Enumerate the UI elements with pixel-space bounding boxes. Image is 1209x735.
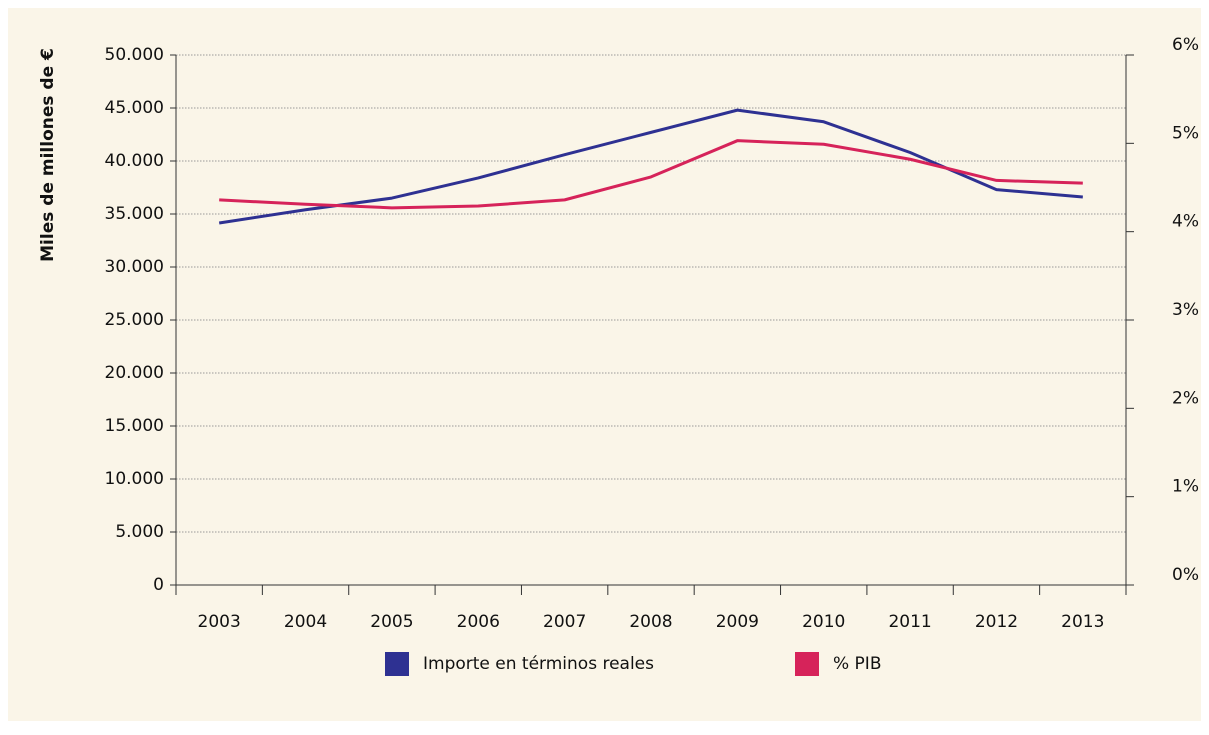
x-tick-label: 2008 [629, 612, 672, 632]
x-tick-label: 2005 [370, 612, 413, 632]
y2-tick-label: 4% [1172, 212, 1199, 232]
y2-tick-label: 6% [1172, 35, 1199, 55]
y-tick-label: 15.000 [105, 416, 164, 436]
x-tick-label: 2012 [975, 612, 1018, 632]
legend-label: Importe en términos reales [423, 654, 654, 674]
y-tick-label: 50.000 [105, 45, 164, 65]
y-tick-label: 45.000 [105, 98, 164, 118]
y2-tick-label: 1% [1172, 477, 1199, 497]
y2-tick-label: 0% [1172, 565, 1199, 585]
x-tick-label: 2007 [543, 612, 586, 632]
x-tick-label: 2004 [284, 612, 327, 632]
y-tick-label: 0 [153, 575, 164, 595]
y-tick-label: 30.000 [105, 257, 164, 277]
y-tick-label: 5.000 [115, 522, 164, 542]
x-tick-label: 2006 [457, 612, 500, 632]
legend-swatch [385, 652, 409, 676]
x-tick-label: 2003 [198, 612, 241, 632]
y-tick-label: 25.000 [105, 310, 164, 330]
y-tick-label: 20.000 [105, 363, 164, 383]
y2-tick-label: 2% [1172, 388, 1199, 408]
x-tick-label: 2010 [802, 612, 845, 632]
y-tick-label: 40.000 [105, 151, 164, 171]
x-tick-label: 2009 [716, 612, 759, 632]
y-tick-label: 10.000 [105, 469, 164, 489]
x-tick-label: 2013 [1061, 612, 1104, 632]
legend-label: % PIB [833, 654, 882, 674]
y2-tick-label: 3% [1172, 300, 1199, 320]
y2-tick-label: 5% [1172, 123, 1199, 143]
y-axis-label: Miles de millones de € [38, 48, 58, 262]
series-line [219, 139, 1083, 210]
y-tick-label: 35.000 [105, 204, 164, 224]
legend-swatch [795, 652, 819, 676]
x-tick-label: 2011 [888, 612, 931, 632]
background [8, 8, 1201, 721]
